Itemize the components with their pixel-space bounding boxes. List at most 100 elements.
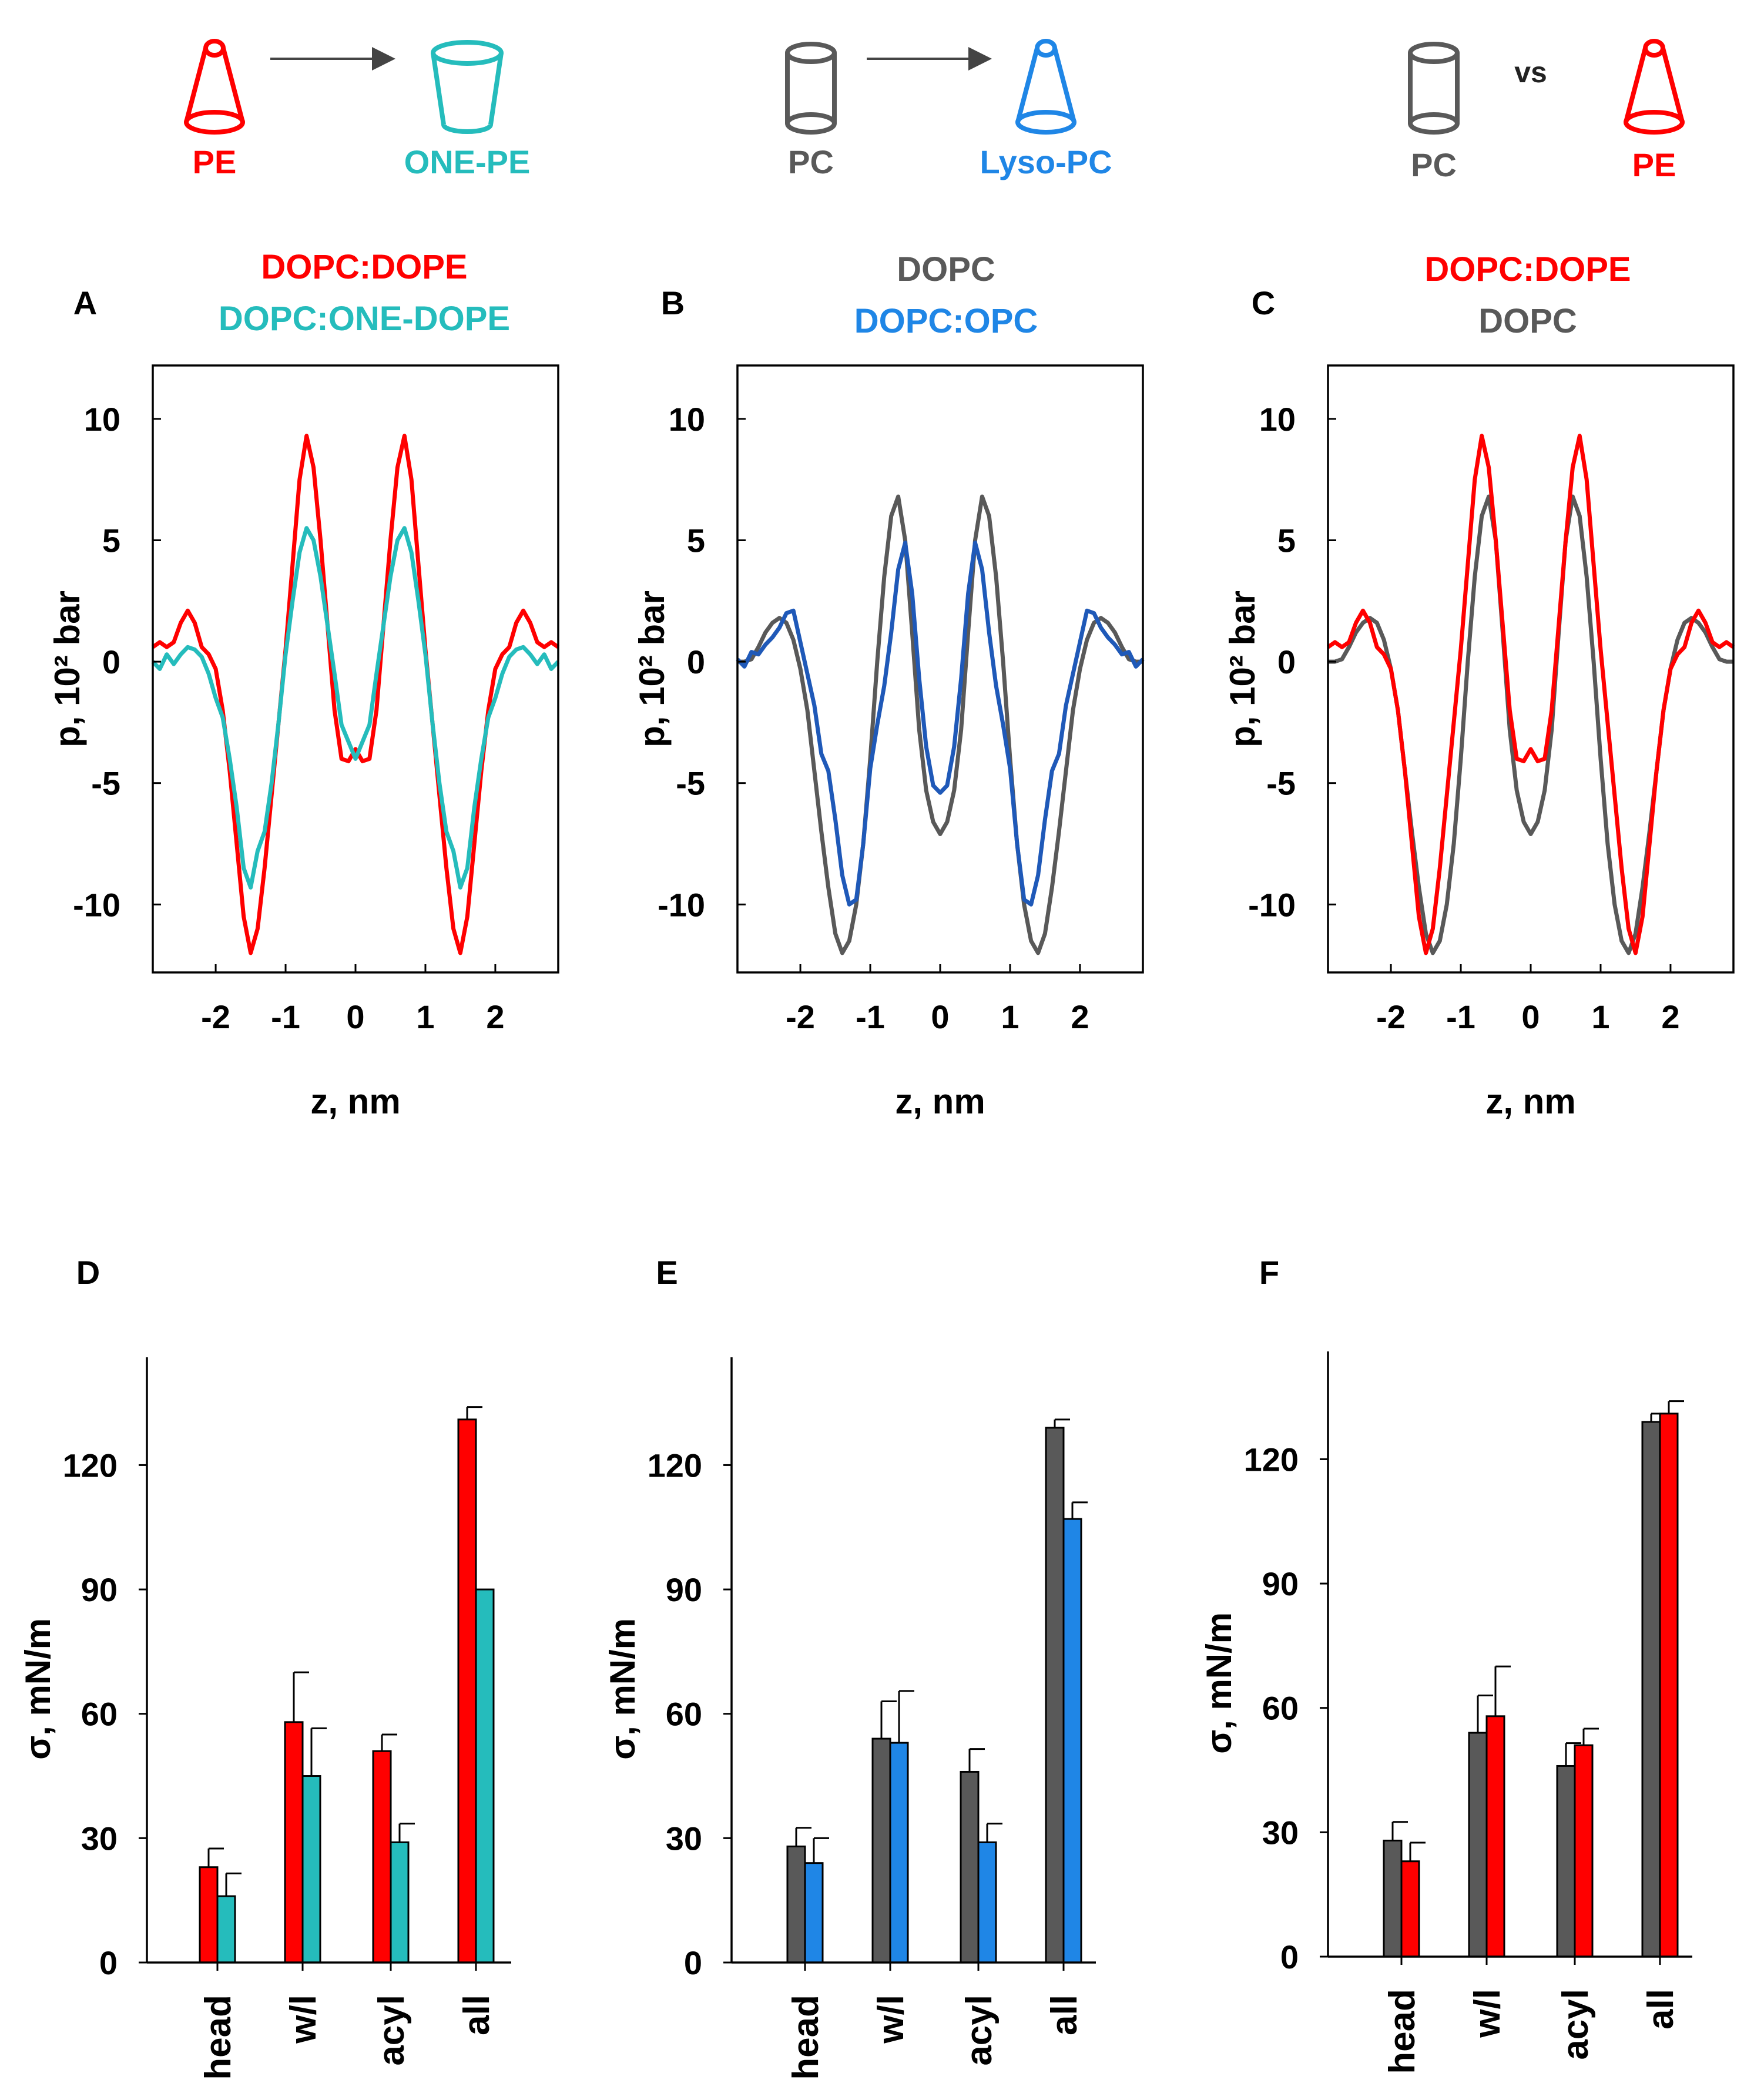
y-tick-label: 30	[81, 1820, 118, 1857]
cylinder-icon	[785, 42, 837, 135]
x-tick-label: -2	[1376, 998, 1406, 1035]
x-tick-label: 2	[1071, 998, 1089, 1035]
y-axis-label: σ, mN/m	[1199, 1612, 1239, 1754]
x-tick-label: -2	[786, 998, 815, 1035]
y-tick-label: 5	[1277, 522, 1296, 559]
x-tick-label: -1	[271, 998, 300, 1035]
x-tick-label: 0	[346, 998, 364, 1035]
y-tick-label: 0	[102, 643, 120, 680]
bar-all-1	[1641, 1421, 1661, 1958]
bar-head-1	[1383, 1839, 1403, 1958]
cone-icon	[1015, 39, 1076, 135]
panel-letter: A	[73, 284, 97, 321]
bar-wl-1	[284, 1721, 304, 1964]
y-tick-label: 5	[687, 522, 705, 559]
x-axis-label: z, nm	[895, 1082, 985, 1121]
bar-all-1	[1045, 1427, 1065, 1964]
category-label: acyl	[371, 1995, 412, 2066]
bar-acyl-2	[1574, 1744, 1594, 1958]
y-tick-label: 120	[648, 1447, 702, 1484]
series-line-dopc-dope	[151, 434, 560, 955]
cylinder-icon	[1408, 42, 1460, 135]
bar-acyl-1	[1556, 1764, 1576, 1958]
y-tick-label: 60	[81, 1696, 118, 1733]
x-tick-label: 1	[1001, 998, 1019, 1035]
bar-wl-2	[1485, 1715, 1505, 1958]
y-tick-label: 90	[81, 1571, 118, 1608]
x-tick-label: 1	[1591, 998, 1609, 1035]
bar-acyl-1	[372, 1750, 392, 1964]
plot-frame	[736, 364, 1144, 974]
category-label: all	[1641, 1989, 1681, 2029]
panel-letter: B	[661, 284, 685, 321]
category-label: w/l	[1467, 1989, 1508, 2038]
y-tick-label: -5	[91, 765, 120, 802]
y-tick-label: 30	[1262, 1814, 1299, 1851]
y-tick-label: 0	[1280, 1938, 1299, 1975]
y-tick-label: 60	[1262, 1690, 1299, 1727]
y-tick-label: 0	[687, 643, 705, 680]
vs-label: vs	[1514, 56, 1547, 89]
category-label: acyl	[1555, 1989, 1596, 2060]
category-label: w/l	[871, 1995, 911, 2044]
inverted-cone-icon	[431, 40, 504, 134]
category-label: head	[198, 1995, 239, 2080]
chart-D: D 0 30 60 90 120 head w/l acyl all σ, mN/m	[18, 1254, 511, 2080]
legend-title-line: DOPC:ONE-DOPE	[219, 300, 510, 338]
y-axis-label: p, 10² bar	[632, 591, 672, 747]
y-tick-label: 60	[666, 1696, 702, 1733]
chart-F: F 0 30 60 90 120 head w/l acyl all σ, mN/m	[1199, 1254, 1692, 2074]
y-tick-label: -5	[676, 765, 705, 802]
bar-all-2	[475, 1588, 495, 1964]
series-line-dopc	[737, 494, 1143, 955]
cone-icon	[1624, 39, 1685, 135]
bar-acyl-2	[390, 1841, 410, 1964]
bar-all-2	[1062, 1518, 1082, 1964]
bar-head-1	[786, 1845, 806, 1964]
y-axis-label: p, 10² bar	[1223, 591, 1262, 747]
y-tick-label: 0	[1277, 643, 1296, 680]
schematic-1: PE ONE-PE	[184, 39, 531, 180]
chart-E: E 0 30 60 90 120 head w/l acyl all σ, mN/m	[603, 1254, 1096, 2080]
category-label: acyl	[959, 1995, 1000, 2066]
schematic-3: PC PE vs	[1408, 39, 1685, 183]
legend-title-line: DOPC:OPC	[854, 302, 1038, 340]
y-tick-label: 10	[1259, 401, 1296, 438]
series-line-dopc-one-dope	[151, 526, 560, 890]
bar-all-1	[457, 1418, 477, 1964]
x-tick-label: 2	[1661, 998, 1679, 1035]
x-tick-label: -2	[201, 998, 230, 1035]
panel-letter: F	[1259, 1254, 1279, 1291]
legend-title-line: DOPC:DOPE	[1424, 250, 1631, 289]
schematic-right-label: ONE-PE	[404, 143, 531, 180]
schematic-left-label: PE	[193, 143, 237, 180]
y-tick-label: -5	[1266, 765, 1296, 802]
bar-head-2	[804, 1862, 824, 1964]
y-tick-label: 0	[99, 1944, 118, 1981]
y-tick-label: 30	[666, 1820, 702, 1857]
bar-head-1	[199, 1866, 219, 1964]
y-tick-label: 90	[666, 1571, 702, 1608]
y-tick-label: 120	[1244, 1441, 1299, 1478]
schematic-left-label: PC	[1411, 146, 1457, 183]
bar-wl-2	[301, 1775, 321, 1964]
schematic-right-label: PE	[1632, 146, 1676, 183]
series-line-dopc-dope	[1326, 434, 1735, 955]
bar-head-2	[216, 1895, 236, 1964]
y-tick-label: 90	[1262, 1565, 1299, 1602]
category-label: all	[1044, 1995, 1085, 2035]
y-tick-label: -10	[1248, 886, 1296, 923]
series-line-dopc-opc	[736, 541, 1145, 907]
y-axis-label: σ, mN/m	[18, 1618, 58, 1760]
series-line-dopc	[1328, 494, 1733, 955]
legend-title-line: DOPC:DOPE	[261, 248, 467, 286]
x-tick-label: 0	[1521, 998, 1540, 1035]
panel-letter: E	[656, 1254, 678, 1291]
x-tick-label: 0	[931, 998, 949, 1035]
bar-wl-1	[871, 1737, 891, 1964]
schematic-right-label: Lyso-PC	[980, 143, 1112, 180]
y-tick-label: 120	[63, 1447, 118, 1484]
